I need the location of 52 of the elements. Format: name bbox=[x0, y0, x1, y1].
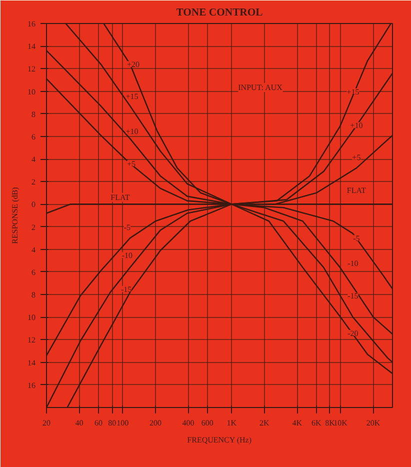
annotation: +5 bbox=[127, 160, 136, 169]
x-tick-label: 60 bbox=[94, 418, 102, 428]
annotation: FLAT bbox=[110, 192, 130, 202]
annotation: +20 bbox=[126, 60, 140, 70]
annotation: +10 bbox=[350, 121, 363, 130]
y-tick-label: 2 bbox=[32, 222, 36, 232]
x-tick-label: 400 bbox=[182, 418, 194, 428]
y-tick-label: 10 bbox=[28, 313, 36, 322]
x-tick-label: 100 bbox=[116, 418, 129, 428]
annotation: +15 bbox=[346, 87, 360, 96]
annotation: -5 bbox=[353, 234, 360, 244]
y-tick-label: 8 bbox=[32, 110, 36, 119]
annotation: +10 bbox=[126, 126, 138, 136]
y-tick-label: 0 bbox=[32, 200, 36, 210]
annotation: -15 bbox=[348, 292, 358, 301]
y-tick-label: 4 bbox=[32, 245, 36, 254]
x-tick-label: 8K bbox=[325, 418, 336, 428]
y-tick-label: 12 bbox=[28, 64, 36, 74]
y-tick-label: 14 bbox=[28, 42, 36, 52]
annotation: INPUT: AUX bbox=[238, 83, 283, 92]
x-tick-label: 80 bbox=[108, 418, 116, 428]
y-tick-label: 6 bbox=[32, 132, 36, 142]
y-tick-label: 16 bbox=[28, 380, 36, 390]
annotation: -10 bbox=[122, 251, 132, 260]
x-tick-label: 10K bbox=[334, 418, 348, 428]
annotation: -5 bbox=[124, 222, 130, 232]
x-tick-label: 1K bbox=[226, 418, 237, 428]
annotation: +15 bbox=[126, 92, 138, 101]
x-tick-label: 20K bbox=[366, 418, 380, 428]
x-tick-label: 4K bbox=[292, 418, 302, 428]
x-tick-label: 200 bbox=[149, 418, 162, 428]
x-tick-label: 2K bbox=[259, 418, 270, 428]
annotation: +5 bbox=[352, 152, 361, 162]
x-tick-label: 600 bbox=[201, 418, 214, 428]
x-axis-title: FREQUENCY (Hz) bbox=[187, 436, 252, 444]
y-tick-label: 6 bbox=[32, 268, 36, 277]
y-tick-label: 14 bbox=[28, 358, 36, 368]
y-tick-label: 4 bbox=[32, 155, 36, 164]
y-axis-title: RESPONSE (dB) bbox=[10, 186, 20, 244]
y-tick-label: 12 bbox=[28, 336, 36, 345]
x-tick-label: 20 bbox=[42, 418, 50, 428]
chart-title: TONE CONTROL bbox=[176, 8, 263, 18]
x-tick-label: 40 bbox=[75, 418, 84, 428]
y-tick-label: 2 bbox=[32, 178, 36, 187]
x-tick-label: 6K bbox=[311, 418, 322, 428]
annotation: -10 bbox=[348, 258, 358, 268]
y-tick-label: 8 bbox=[32, 290, 36, 300]
y-tick-label: 16 bbox=[28, 20, 36, 28]
y-tick-label: 10 bbox=[28, 87, 36, 96]
annotation: FLAT bbox=[346, 186, 366, 196]
annotation: -20 bbox=[348, 328, 358, 338]
annotation: -15 bbox=[120, 284, 132, 294]
